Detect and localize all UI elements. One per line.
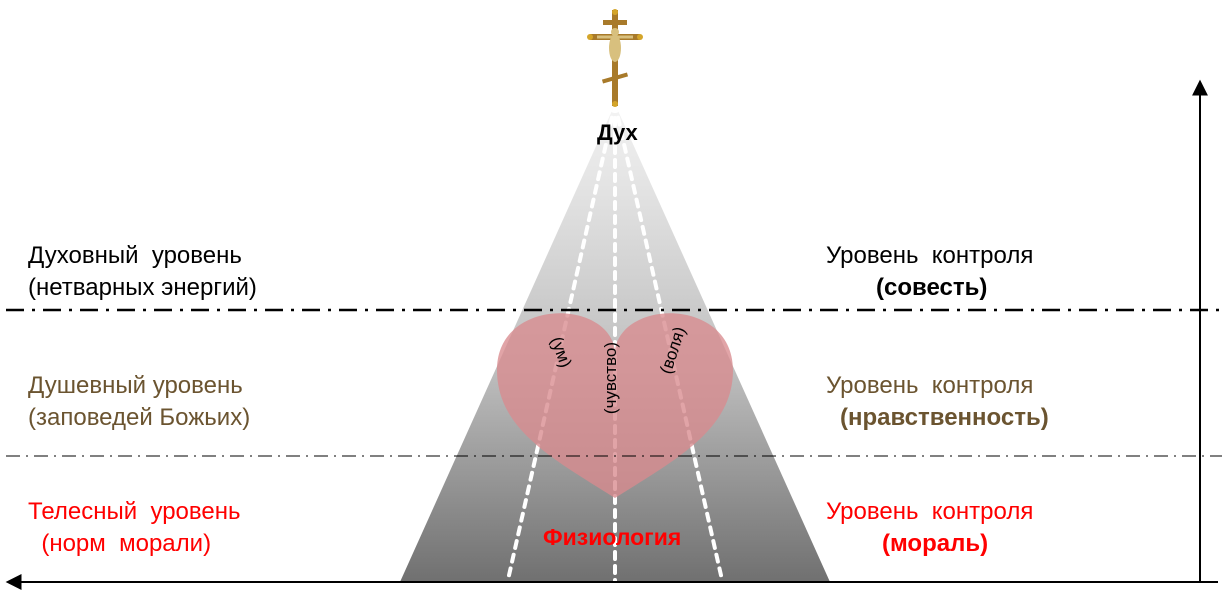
control-line1: Уровень контроля [826, 242, 1033, 269]
level-line2: (заповедей Божьих) [28, 404, 250, 431]
right-control-1: Уровень контроля (нравственность) [826, 370, 1049, 435]
control-line1: Уровень контроля [826, 498, 1033, 525]
control-line2: (нравственность) [826, 404, 1049, 431]
control-line2: (совесть) [826, 274, 987, 301]
control-line1: Уровень контроля [826, 372, 1033, 399]
right-control-0: Уровень контроля (совесть) [826, 240, 1033, 305]
right-control-2: Уровень контроля (мораль) [826, 496, 1033, 561]
cross-icon [587, 9, 643, 107]
level-line1: Духовный уровень [28, 242, 242, 269]
level-line1: Душевный уровень [28, 372, 243, 399]
control-line2: (мораль) [826, 530, 988, 557]
left-level-2: Телесный уровень (норм морали) [28, 496, 240, 561]
left-level-1: Душевный уровень (заповедей Божьих) [28, 370, 250, 435]
level-line2: (нетварных энергий) [28, 274, 257, 301]
left-level-0: Духовный уровень (нетварных энергий) [28, 240, 257, 305]
heart-term-1: (чувство) [601, 342, 620, 414]
center-label-physiology: Физиология [543, 522, 681, 553]
level-line2: (норм морали) [28, 530, 211, 557]
apex-label: Дух [597, 118, 638, 148]
level-line1: Телесный уровень [28, 498, 240, 525]
